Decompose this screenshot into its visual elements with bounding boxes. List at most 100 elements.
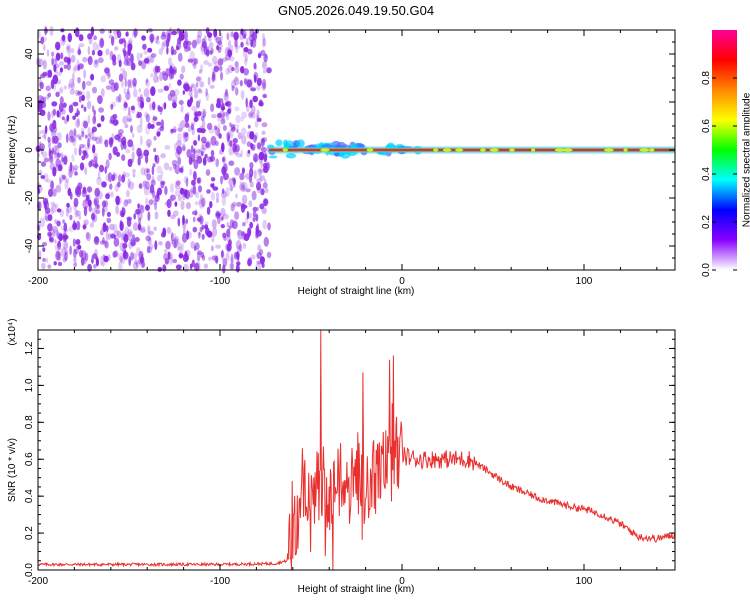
spectrogram-noise-cell — [38, 169, 43, 176]
spectrogram-noise-cell — [261, 60, 268, 70]
spectrogram-noise-cell — [230, 261, 234, 270]
spectrogram-noise-cell — [121, 79, 124, 88]
spectrogram-noise-cell — [260, 160, 263, 169]
spectrogram-noise-cell — [140, 226, 146, 233]
spectrogram-noise-cell — [145, 79, 148, 86]
spectrogram-noise-cell — [93, 263, 97, 269]
carrier-peak — [639, 148, 650, 152]
spectrogram-noise-cell — [257, 117, 262, 123]
spectrogram-noise-cell — [206, 230, 213, 238]
spectrogram-noise-cell — [225, 252, 230, 261]
spectrogram-noise-cell — [193, 63, 197, 70]
spectrogram-noise-cell — [147, 211, 151, 222]
spectrogram-noise-cell — [151, 165, 155, 176]
x-tick-label: 100 — [576, 576, 593, 587]
spectrogram-noise-cell — [255, 225, 259, 234]
spectrogram-noise-cell — [238, 244, 243, 252]
spectrogram-noise-cell — [242, 222, 246, 227]
spectrogram-noise-cell — [170, 214, 176, 220]
spectrogram-noise-cell — [261, 138, 265, 144]
spectrogram-noise-cell — [67, 32, 73, 43]
spectrogram-noise-cell — [133, 89, 138, 98]
spectrogram-noise-cell — [72, 115, 76, 120]
y-tick-label: 20 — [24, 96, 35, 108]
spectrogram-noise-cell — [221, 196, 227, 206]
spectrogram-noise-cell — [177, 217, 181, 227]
spectrogram-noise-cell — [255, 213, 259, 222]
spectrogram-noise-cell — [43, 96, 47, 103]
spectrogram-noise-cell — [88, 35, 93, 45]
spectrogram-noise-cell — [61, 174, 66, 180]
spectrogram-noise-cell — [145, 197, 149, 206]
spectrogram-noise-cell — [224, 46, 229, 57]
spectrogram-noise-cell — [121, 174, 126, 183]
spectrogram-noise-cell — [157, 187, 163, 196]
spectrogram-noise-cell — [205, 27, 210, 35]
spectrogram-noise-cell — [215, 36, 222, 44]
spectrogram-noise-cell — [220, 207, 226, 217]
spectrogram-noise-cell — [36, 201, 41, 210]
spectrogram-noise-cell — [256, 185, 262, 194]
spectrogram-noise-cell — [160, 180, 166, 185]
spectrogram-noise-cell — [110, 191, 114, 198]
spectrogram-noise-cell — [88, 205, 92, 212]
spectrogram-noise-cell — [191, 259, 195, 268]
spectrogram-noise-cell — [218, 149, 222, 155]
spectrogram-noise-cell — [225, 243, 230, 251]
spectrogram-noise-cell — [90, 26, 95, 37]
spectrogram-noise-cell — [195, 76, 202, 82]
spectrogram-noise-cell — [77, 110, 80, 116]
spectrogram-noise-cell — [140, 135, 143, 146]
spectrogram-noise-cell — [111, 54, 117, 63]
spectrogram-noise-cell — [241, 167, 245, 174]
spectrogram-noise-cell — [77, 90, 82, 96]
spectrogram-noise-cell — [131, 151, 135, 161]
spectrogram-noise-cell — [176, 140, 182, 147]
spectrogram-noise-cell — [170, 232, 174, 242]
spectrogram-noise-cell — [47, 136, 51, 143]
spectrogram-noise-cell — [256, 168, 263, 176]
spectrogram-noise-cell — [44, 28, 49, 34]
spectrogram-noise-cell — [63, 222, 68, 232]
spectrogram-noise-cell — [252, 95, 258, 103]
spectrogram-noise-cell — [49, 181, 54, 191]
spectrogram-noise-cell — [168, 83, 172, 88]
spectrogram-noise-cell — [236, 128, 239, 134]
spectrogram-noise-cell — [66, 205, 72, 214]
spectrogram-noise-cell — [180, 120, 186, 129]
spectrogram-noise-cell — [93, 197, 100, 207]
spectrogram-noise-cell — [101, 261, 105, 267]
carrier-peak — [531, 148, 536, 152]
spectrogram-noise-cell — [168, 166, 173, 171]
spectrogram-noise-cell — [263, 236, 269, 247]
spectrogram-noise-cell — [137, 100, 142, 108]
spectrogram-noise-cell — [95, 136, 101, 145]
spectrogram-noise-cell — [252, 153, 259, 163]
spectrogram-noise-cell — [87, 263, 92, 272]
spectrogram-noise-cell — [46, 178, 52, 184]
spectrogram-noise-cell — [108, 34, 113, 39]
spectrogram-noise-cell — [137, 152, 144, 159]
spectrogram-noise-cell — [73, 167, 78, 176]
spectrogram-noise-cell — [194, 263, 200, 272]
carrier-peak — [282, 148, 288, 152]
spectrogram-noise-cell — [100, 227, 104, 236]
spectrogram-noise-cell — [69, 135, 75, 143]
spectrogram-noise-cell — [225, 100, 232, 108]
spectrogram-noise-cell — [76, 117, 80, 128]
spectrogram-noise-cell — [87, 127, 91, 137]
spectrogram-noise-cell — [233, 77, 240, 86]
spectrogram-noise-cell — [145, 154, 149, 164]
spectrogram-noise-cell — [155, 66, 159, 73]
spectrogram-noise-cell — [164, 201, 170, 206]
spectrogram-noise-cell — [189, 96, 193, 104]
spectrogram-noise-cell — [157, 174, 163, 182]
spectrogram-noise-cell — [262, 78, 267, 89]
spectrogram-noise-cell — [131, 31, 135, 38]
spectrogram-noise-cell — [171, 66, 178, 76]
spectrogram-noise-cell — [115, 204, 119, 215]
carrier-peak — [554, 148, 565, 152]
spectrogram-noise-cell — [179, 73, 184, 80]
spectrogram-noise-cell — [126, 113, 132, 123]
spectrogram-noise-cell — [44, 207, 51, 215]
